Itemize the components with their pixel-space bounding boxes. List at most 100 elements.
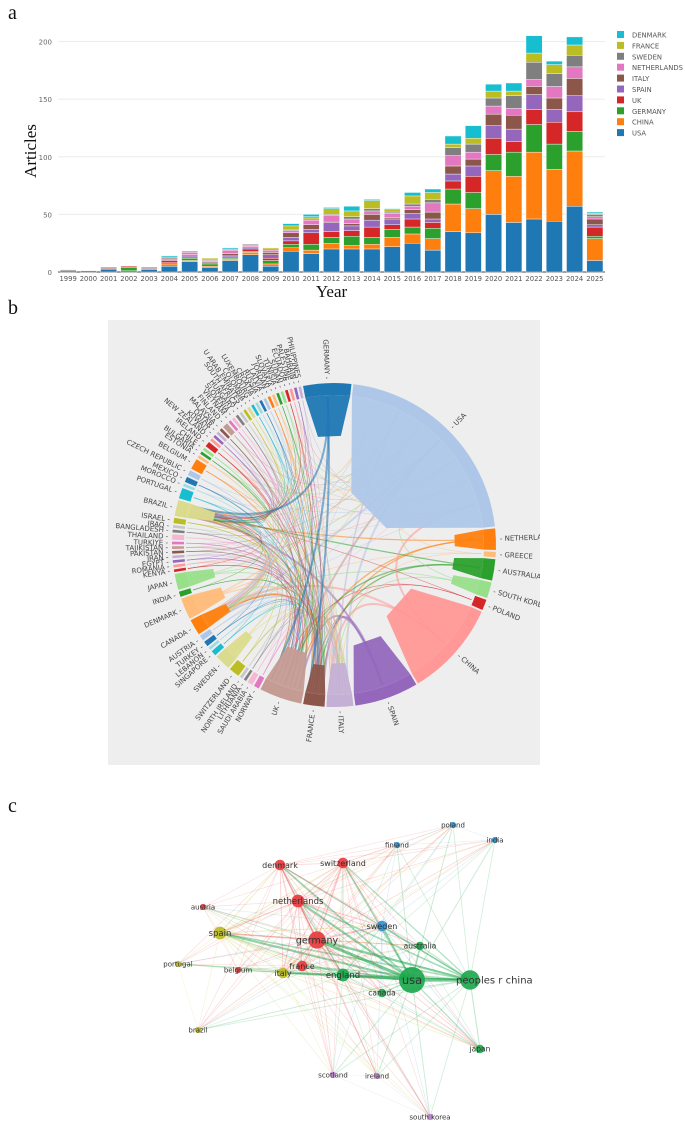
x-tick-label: 2025 [586,275,603,283]
bar-segment-usa-2007 [221,260,239,273]
node-label: sweden [367,922,398,931]
chord-arc-lithuania [243,669,253,682]
edge-denmark-finland [279,844,398,866]
edge-france-south-korea [301,965,431,1118]
chord-arc-france [303,692,326,707]
panel-b-letter: b [8,297,18,319]
bar-segment-china-2008 [242,252,259,255]
bar-segment-usa-2012 [323,248,340,273]
bar-segment-uk-2019 [465,176,482,193]
x-tick-label: 2021 [505,275,522,283]
bar-segment-spain-2010 [282,237,300,242]
node-canada [377,988,387,998]
x-tick-label: 2014 [363,275,380,283]
chord-arc-tunisia [276,392,283,405]
bar-segment-denmark-2015 [383,208,401,210]
bar-segment-china-2024 [566,150,583,207]
chord-arc-estonia [197,455,210,465]
edge-england-portugal [177,963,344,976]
bar-segment-spain-2019 [465,165,482,177]
bar-segment-sweden-2022 [525,62,543,80]
edge-netherlands-sweden [297,900,383,927]
node-label: brazil [188,1026,207,1034]
chord-wedge-spain [353,636,411,694]
edge-netherlands-scotland [297,900,334,1076]
chord-ecuador-brazil [189,403,301,520]
x-tick-label: 2006 [201,275,218,283]
x-tick-label: 2011 [303,275,320,283]
y-tick-label: 50 [43,211,52,219]
edge-scotland-south-korea [332,1074,431,1118]
edge-switzerland-scotland [332,862,344,1076]
node-italy [277,967,289,979]
bar-segment-france-2019 [465,138,482,145]
bar-segment-sweden-2013 [343,216,361,220]
chord-arc-netherlands [483,528,496,550]
legend-swatch-usa [617,129,624,137]
node-sweden [376,920,388,932]
bar-segment-usa-2008 [242,254,259,273]
y-tick-label: 150 [39,96,52,104]
bar-segment-germany-2012 [323,237,340,244]
chord-wedge-canada [201,603,231,628]
bar-segment-netherlands-2005 [181,252,198,255]
edge-spain-brazil [197,932,221,1031]
edge-australia-japan [419,945,481,1050]
bar-segment-usa-2019 [465,232,482,273]
edge-scotland-ireland [332,1074,378,1077]
bar-segment-italy-2001 [100,267,117,269]
chord-arc-turkey [204,634,217,647]
chord-arc-iran [172,554,185,559]
chord-label: THAILAND - [126,531,168,541]
edge-england-finland [342,844,398,976]
x-tick-label: 2015 [384,275,401,283]
bar-segment-netherlands-2017 [424,202,442,213]
bar-segment-uk-2021 [505,141,523,153]
node-label: austria [191,903,215,911]
edge-germany-austria [202,906,318,941]
y-axis-title: Articles [21,124,40,178]
chord-arc-canada [190,614,209,635]
chord-arc-malaysia [219,428,230,439]
bar-segment-uk-2012 [323,231,340,238]
node-finland [393,841,401,849]
bar-segment-denmark-2017 [424,188,442,193]
bar-segment-denmark-2021 [505,82,523,92]
node-germany [308,931,326,949]
network-panel: usa peoples r china england canada australia… [0,790,685,1143]
bar-segment-uk-2013 [343,230,361,237]
node-belgium [234,966,242,974]
bar-segment-france-2023 [546,64,563,74]
bar-segment-germany-2010 [282,244,300,248]
bar-segment-spain-2020 [485,125,502,139]
edge-france-belgium [237,965,303,971]
edge-switzerland-spain [219,862,344,934]
edge-usa-finland [396,844,413,981]
edge-spain-portugal [177,932,221,965]
bar-segment-usa-2010 [282,251,300,273]
bar-segment-sweden-2017 [424,199,442,204]
edge-japan-spain [219,932,481,1050]
bar-segment-germany-2020 [485,154,502,171]
chord-arc-ecuador [284,389,292,403]
bar-segment-usa-2018 [444,231,462,273]
bar-segment-denmark-2019 [465,125,482,139]
chord-label: JAPAN - [146,579,174,593]
edge-japan-netherlands [297,900,481,1050]
edge-peoples-r-china-germany [316,938,471,982]
legend-label: DENMARK [632,32,667,40]
chord-label: IRAN - [147,553,169,563]
edge-usa-netherlands [297,900,413,981]
bar-segment-france-2021 [505,90,523,96]
panel-c-letter: c [8,795,17,817]
node-label: poland [441,821,465,829]
node-ireland [373,1072,381,1080]
x-tick-label: 2009 [262,275,279,283]
legend-swatch-italy [617,74,624,82]
edge-germany-belgium [237,939,318,971]
bar-segment-italy-2009 [262,252,280,255]
edge-germany-ireland [316,939,378,1077]
chord-croatia-canada [207,414,289,623]
bar-segment-china-2020 [485,170,502,215]
bar-segment-italy-2010 [282,232,300,238]
